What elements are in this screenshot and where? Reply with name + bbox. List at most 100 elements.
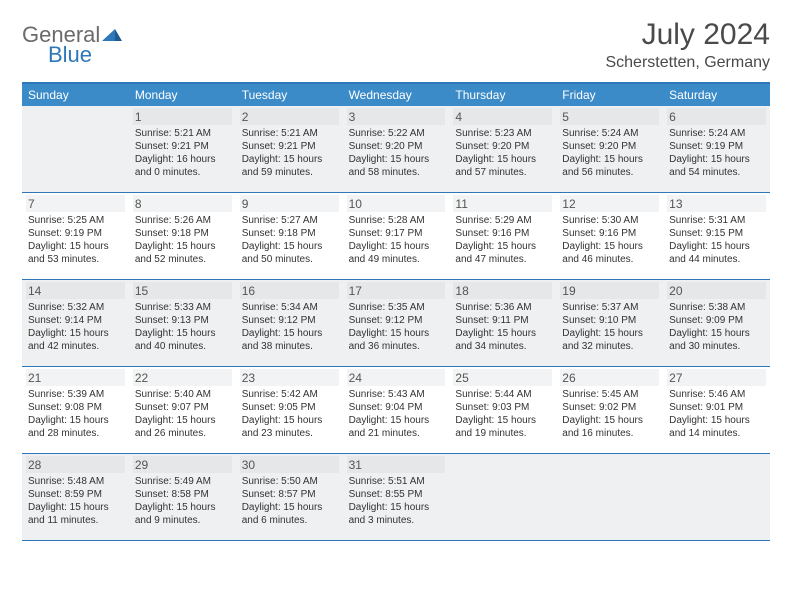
daylight-text: Daylight: 15 hours and 49 minutes. bbox=[349, 240, 444, 266]
sunset-text: Sunset: 9:19 PM bbox=[28, 227, 123, 240]
sunrise-text: Sunrise: 5:21 AM bbox=[242, 127, 337, 140]
logo-mark-icon bbox=[102, 25, 124, 46]
day-number: 6 bbox=[667, 108, 766, 125]
day-number: 26 bbox=[560, 369, 659, 386]
day-info: Sunrise: 5:30 AMSunset: 9:16 PMDaylight:… bbox=[560, 212, 659, 266]
daylight-text: Daylight: 15 hours and 34 minutes. bbox=[455, 327, 550, 353]
sunset-text: Sunset: 9:16 PM bbox=[455, 227, 550, 240]
daylight-text: Daylight: 15 hours and 23 minutes. bbox=[242, 414, 337, 440]
day-number: 24 bbox=[347, 369, 446, 386]
day-number: 29 bbox=[133, 456, 232, 473]
sunrise-text: Sunrise: 5:30 AM bbox=[562, 214, 657, 227]
daylight-text: Daylight: 15 hours and 54 minutes. bbox=[669, 153, 764, 179]
day-info: Sunrise: 5:21 AMSunset: 9:21 PMDaylight:… bbox=[133, 125, 232, 179]
day-info: Sunrise: 5:37 AMSunset: 9:10 PMDaylight:… bbox=[560, 299, 659, 353]
day-info: Sunrise: 5:35 AMSunset: 9:12 PMDaylight:… bbox=[347, 299, 446, 353]
sunset-text: Sunset: 9:17 PM bbox=[349, 227, 444, 240]
location-label: Scherstetten, Germany bbox=[605, 54, 770, 72]
sunrise-text: Sunrise: 5:38 AM bbox=[669, 301, 764, 314]
day-number: 1 bbox=[133, 108, 232, 125]
daylight-text: Daylight: 16 hours and 0 minutes. bbox=[135, 153, 230, 179]
day-number: 4 bbox=[453, 108, 552, 125]
sunrise-text: Sunrise: 5:31 AM bbox=[669, 214, 764, 227]
weekday-header: Monday bbox=[129, 84, 236, 106]
sunset-text: Sunset: 9:03 PM bbox=[455, 401, 550, 414]
header: GeneralBlue July 2024 Scherstetten, Germ… bbox=[22, 18, 770, 72]
day-number: 9 bbox=[240, 195, 339, 212]
day-cell: 11Sunrise: 5:29 AMSunset: 9:16 PMDayligh… bbox=[449, 193, 556, 279]
daylight-text: Daylight: 15 hours and 14 minutes. bbox=[669, 414, 764, 440]
weekday-header: Friday bbox=[556, 84, 663, 106]
day-info: Sunrise: 5:28 AMSunset: 9:17 PMDaylight:… bbox=[347, 212, 446, 266]
day-cell: 29Sunrise: 5:49 AMSunset: 8:58 PMDayligh… bbox=[129, 454, 236, 540]
day-cell: 12Sunrise: 5:30 AMSunset: 9:16 PMDayligh… bbox=[556, 193, 663, 279]
week-row: 1Sunrise: 5:21 AMSunset: 9:21 PMDaylight… bbox=[22, 106, 770, 193]
day-number: 17 bbox=[347, 282, 446, 299]
day-number: 13 bbox=[667, 195, 766, 212]
day-info: Sunrise: 5:34 AMSunset: 9:12 PMDaylight:… bbox=[240, 299, 339, 353]
week-row: 28Sunrise: 5:48 AMSunset: 8:59 PMDayligh… bbox=[22, 454, 770, 541]
day-number: 11 bbox=[453, 195, 552, 212]
day-cell: 25Sunrise: 5:44 AMSunset: 9:03 PMDayligh… bbox=[449, 367, 556, 453]
daylight-text: Daylight: 15 hours and 57 minutes. bbox=[455, 153, 550, 179]
day-info: Sunrise: 5:42 AMSunset: 9:05 PMDaylight:… bbox=[240, 386, 339, 440]
daylight-text: Daylight: 15 hours and 16 minutes. bbox=[562, 414, 657, 440]
day-info: Sunrise: 5:49 AMSunset: 8:58 PMDaylight:… bbox=[133, 473, 232, 527]
day-number: 22 bbox=[133, 369, 232, 386]
week-row: 21Sunrise: 5:39 AMSunset: 9:08 PMDayligh… bbox=[22, 367, 770, 454]
day-cell: 21Sunrise: 5:39 AMSunset: 9:08 PMDayligh… bbox=[22, 367, 129, 453]
sunrise-text: Sunrise: 5:44 AM bbox=[455, 388, 550, 401]
sunset-text: Sunset: 8:57 PM bbox=[242, 488, 337, 501]
day-cell: 30Sunrise: 5:50 AMSunset: 8:57 PMDayligh… bbox=[236, 454, 343, 540]
sunset-text: Sunset: 9:10 PM bbox=[562, 314, 657, 327]
day-cell: 31Sunrise: 5:51 AMSunset: 8:55 PMDayligh… bbox=[343, 454, 450, 540]
day-number: 30 bbox=[240, 456, 339, 473]
day-cell: 7Sunrise: 5:25 AMSunset: 9:19 PMDaylight… bbox=[22, 193, 129, 279]
sunset-text: Sunset: 9:02 PM bbox=[562, 401, 657, 414]
day-cell: 18Sunrise: 5:36 AMSunset: 9:11 PMDayligh… bbox=[449, 280, 556, 366]
daylight-text: Daylight: 15 hours and 6 minutes. bbox=[242, 501, 337, 527]
day-cell: 28Sunrise: 5:48 AMSunset: 8:59 PMDayligh… bbox=[22, 454, 129, 540]
empty-cell bbox=[22, 106, 129, 192]
sunrise-text: Sunrise: 5:32 AM bbox=[28, 301, 123, 314]
sunset-text: Sunset: 8:58 PM bbox=[135, 488, 230, 501]
day-info: Sunrise: 5:51 AMSunset: 8:55 PMDaylight:… bbox=[347, 473, 446, 527]
day-number: 19 bbox=[560, 282, 659, 299]
day-cell: 17Sunrise: 5:35 AMSunset: 9:12 PMDayligh… bbox=[343, 280, 450, 366]
sunset-text: Sunset: 9:15 PM bbox=[669, 227, 764, 240]
empty-cell bbox=[663, 454, 770, 540]
sunset-text: Sunset: 9:20 PM bbox=[562, 140, 657, 153]
sunset-text: Sunset: 9:04 PM bbox=[349, 401, 444, 414]
sunrise-text: Sunrise: 5:42 AM bbox=[242, 388, 337, 401]
day-cell: 24Sunrise: 5:43 AMSunset: 9:04 PMDayligh… bbox=[343, 367, 450, 453]
daylight-text: Daylight: 15 hours and 28 minutes. bbox=[28, 414, 123, 440]
day-number: 25 bbox=[453, 369, 552, 386]
day-info: Sunrise: 5:33 AMSunset: 9:13 PMDaylight:… bbox=[133, 299, 232, 353]
day-cell: 27Sunrise: 5:46 AMSunset: 9:01 PMDayligh… bbox=[663, 367, 770, 453]
sunset-text: Sunset: 9:20 PM bbox=[349, 140, 444, 153]
day-info: Sunrise: 5:24 AMSunset: 9:19 PMDaylight:… bbox=[667, 125, 766, 179]
daylight-text: Daylight: 15 hours and 32 minutes. bbox=[562, 327, 657, 353]
sunrise-text: Sunrise: 5:22 AM bbox=[349, 127, 444, 140]
day-info: Sunrise: 5:36 AMSunset: 9:11 PMDaylight:… bbox=[453, 299, 552, 353]
sunset-text: Sunset: 8:59 PM bbox=[28, 488, 123, 501]
day-info: Sunrise: 5:32 AMSunset: 9:14 PMDaylight:… bbox=[26, 299, 125, 353]
day-number: 3 bbox=[347, 108, 446, 125]
daylight-text: Daylight: 15 hours and 56 minutes. bbox=[562, 153, 657, 179]
month-title: July 2024 bbox=[605, 18, 770, 52]
logo: GeneralBlue bbox=[22, 18, 124, 68]
day-number: 5 bbox=[560, 108, 659, 125]
weekday-header: Sunday bbox=[22, 84, 129, 106]
weekday-header: Wednesday bbox=[343, 84, 450, 106]
daylight-text: Daylight: 15 hours and 11 minutes. bbox=[28, 501, 123, 527]
day-info: Sunrise: 5:27 AMSunset: 9:18 PMDaylight:… bbox=[240, 212, 339, 266]
sunrise-text: Sunrise: 5:34 AM bbox=[242, 301, 337, 314]
daylight-text: Daylight: 15 hours and 58 minutes. bbox=[349, 153, 444, 179]
sunset-text: Sunset: 9:13 PM bbox=[135, 314, 230, 327]
day-number: 14 bbox=[26, 282, 125, 299]
day-cell: 1Sunrise: 5:21 AMSunset: 9:21 PMDaylight… bbox=[129, 106, 236, 192]
sunrise-text: Sunrise: 5:48 AM bbox=[28, 475, 123, 488]
daylight-text: Daylight: 15 hours and 36 minutes. bbox=[349, 327, 444, 353]
sunset-text: Sunset: 9:09 PM bbox=[669, 314, 764, 327]
day-cell: 9Sunrise: 5:27 AMSunset: 9:18 PMDaylight… bbox=[236, 193, 343, 279]
